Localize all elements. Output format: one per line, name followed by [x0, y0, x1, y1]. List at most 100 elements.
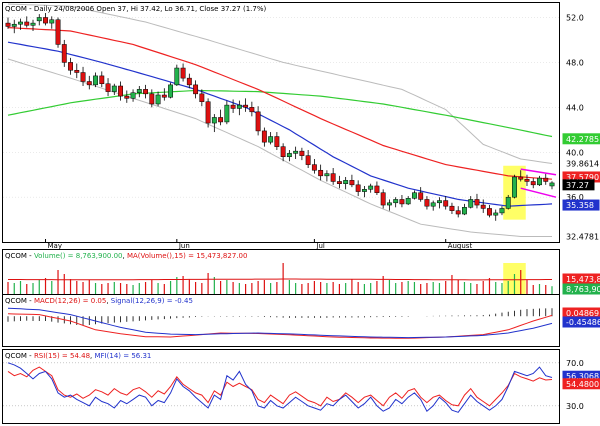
macd-panel: 0.04869-0.45486 QCOM - MACD(12,26) = 0.0…: [2, 294, 600, 347]
candle-body: [111, 85, 117, 92]
rsi-title-sep: ,: [90, 352, 94, 360]
rsi-panel-frame: [2, 349, 560, 424]
macd-title-prefix: QCOM -: [5, 297, 34, 305]
rsi-value-tag: 56.3068: [566, 372, 599, 381]
price-y-tick-label: 40.0: [566, 148, 584, 157]
candle-body: [161, 94, 167, 98]
candle-body: [405, 198, 411, 205]
candle-body: [118, 85, 123, 97]
volume-ma: [8, 278, 552, 281]
candle-body: [61, 44, 67, 63]
macd-title-series2: Signal(12,26,9) = -0.45: [111, 297, 193, 305]
candle-body: [174, 67, 180, 86]
candle-body: [255, 111, 261, 132]
candle-body: [299, 150, 305, 156]
rsi-y-tick-label: 30.0: [566, 402, 584, 411]
price-panel: 52.0 48.0 44.0 40.0 36.0 May Jun Jul August 42.…: [2, 2, 600, 250]
volume-bars: [7, 263, 553, 295]
candle-body: [518, 176, 524, 180]
candle-body: [68, 62, 73, 71]
candle-body: [124, 95, 130, 99]
candle-body: [230, 104, 236, 109]
candle-body: [324, 173, 330, 177]
candle-body: [424, 199, 430, 207]
candle-body: [318, 169, 324, 177]
price-value-tag: 42.2785: [566, 135, 599, 144]
candle-body: [249, 107, 255, 113]
volume-ma-line: [8, 278, 552, 281]
macd-lines: [7, 307, 553, 339]
volume-title-sep: ,: [123, 252, 127, 260]
candle-body: [430, 202, 436, 207]
candle-body: [349, 180, 355, 186]
price-x-tick-label: Jul: [315, 242, 325, 250]
volume-panel: 15,473,8278,763,900 QCOM - Volume() = 8,…: [2, 249, 600, 296]
rsi-grid: 70.0 30.0: [3, 359, 584, 411]
price-value-tag: 37.5790: [566, 173, 599, 182]
candle-body: [205, 101, 211, 124]
moving-averages: [7, 27, 553, 207]
candle-body: [286, 153, 292, 158]
candle-body: [380, 192, 386, 206]
candle-body: [399, 199, 405, 205]
candle-body: [5, 22, 11, 27]
bollinger-lower: [7, 58, 552, 237]
candle-body: [280, 146, 286, 158]
mfi-line: [7, 362, 553, 413]
candle-body: [437, 200, 442, 204]
bollinger-upper: [7, 3, 553, 164]
candle-body: [374, 185, 380, 193]
price-value-tag-bg: [562, 199, 600, 211]
ma-green-line: [7, 89, 553, 138]
candle-body: [368, 185, 374, 190]
price-y-tick-label: 36.0: [566, 193, 584, 202]
price-value-tag-bg: [562, 157, 600, 169]
candle-body: [499, 208, 505, 214]
candle-body: [443, 200, 449, 207]
candle-body: [199, 93, 205, 102]
candle-body: [411, 192, 417, 199]
rsi-title-prefix: QCOM -: [5, 352, 34, 360]
price-value-tag: 39.8614: [566, 159, 599, 168]
price-value-tag: 37.27: [566, 181, 589, 190]
rsi-line: [7, 366, 553, 407]
macd-value-tag-bg: [562, 316, 600, 328]
candle-body: [86, 81, 92, 86]
candle-body: [462, 207, 467, 215]
candle-body: [311, 164, 317, 171]
rsi-title-series1: RSI(15) = 54.48: [34, 352, 90, 360]
macd-value-tag: -0.45486: [566, 318, 600, 327]
price-x-tick-label: May: [48, 242, 62, 250]
candle-body: [130, 92, 136, 99]
bollinger-bands: [7, 3, 553, 237]
candle-body: [418, 192, 424, 200]
candle-body: [474, 199, 480, 206]
candle-body: [136, 89, 142, 93]
price-value-tag-bg: [562, 231, 600, 243]
candle-body: [11, 23, 17, 27]
candle-body: [505, 196, 511, 209]
volume-value-tag-bg: [562, 283, 600, 295]
price-x-axis: May Jun Jul August: [45, 239, 473, 250]
rsi-value-tag: 54.4800: [566, 380, 599, 389]
candle-body: [49, 19, 55, 24]
macd-value-tag: 0.04869: [566, 309, 599, 318]
candle-body: [393, 199, 399, 204]
price-panel-frame: [2, 2, 560, 243]
volume-title-series1: Volume() = 8,763,900.00: [34, 252, 123, 260]
candle-body: [24, 21, 30, 26]
price-x-tick-label: August: [448, 242, 473, 250]
candle-body: [43, 17, 48, 24]
candle-body: [268, 136, 274, 143]
candle-body: [74, 70, 80, 73]
price-y-tick-label: 52.0: [566, 13, 584, 22]
candle-body: [480, 204, 486, 209]
candle-body: [243, 104, 249, 108]
candle-body: [336, 181, 342, 184]
candle-body: [18, 21, 23, 25]
macd-value-tags: 0.04869-0.45486: [562, 307, 600, 328]
candle-body: [211, 117, 217, 124]
